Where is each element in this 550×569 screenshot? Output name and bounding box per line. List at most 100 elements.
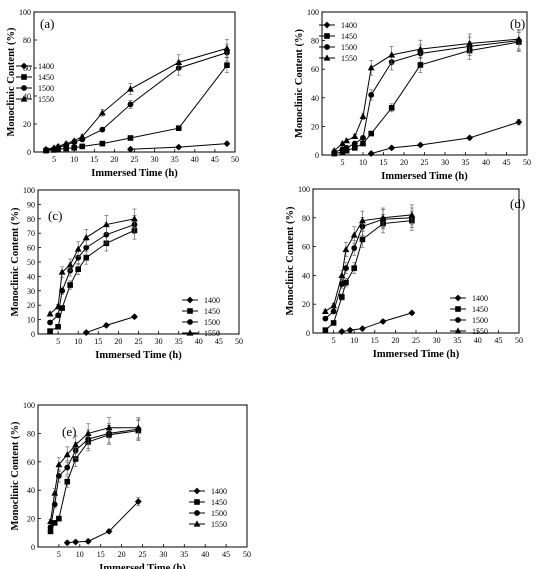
legend: 1400 1450 1500 1550 <box>16 62 54 104</box>
y-tick-label: 80 <box>27 215 35 224</box>
x-tick-label: 40 <box>482 158 490 167</box>
series-1500 <box>331 30 522 156</box>
data-point <box>187 319 193 325</box>
series-line <box>67 501 139 544</box>
x-tick-label: 5 <box>332 336 336 345</box>
data-point <box>72 538 80 546</box>
data-point <box>194 510 200 516</box>
data-point <box>343 279 349 286</box>
series-line <box>49 229 135 332</box>
legend-entry: 1400 <box>341 21 357 30</box>
data-point <box>359 325 366 333</box>
data-point <box>194 499 200 505</box>
series-1400 <box>338 309 416 335</box>
data-point <box>186 296 194 304</box>
x-tick-label: 20 <box>118 550 126 559</box>
x-tick-label: 5 <box>341 158 345 167</box>
y-tick-label: 40 <box>311 94 319 103</box>
x-tick-label: 10 <box>76 550 84 559</box>
x-tick-label: 25 <box>131 155 139 164</box>
data-point <box>350 231 358 238</box>
data-point <box>175 143 183 151</box>
y-tick-label: 60 <box>27 458 35 467</box>
x-tick-label: 5 <box>52 155 56 164</box>
legend-entry: 1550 <box>472 327 488 336</box>
data-point <box>54 142 62 149</box>
panel-label: (c) <box>48 208 62 223</box>
data-point <box>84 429 92 436</box>
legend-entry: 1550 <box>38 95 54 104</box>
data-point <box>339 139 346 147</box>
data-point <box>367 150 375 157</box>
y-tick-label: 100 <box>298 185 310 194</box>
data-point <box>105 424 113 431</box>
series-1400 <box>127 140 231 153</box>
y-axis-label: Monoclinic Content (%) <box>6 27 17 137</box>
panel-label: (a) <box>40 16 54 31</box>
data-point <box>351 265 357 271</box>
legend-entry: 1500 <box>211 509 227 518</box>
x-tick-label: 35 <box>180 550 188 559</box>
data-point <box>134 424 142 431</box>
series-line <box>50 428 139 528</box>
data-point <box>343 265 349 272</box>
series-1550 <box>330 29 523 154</box>
legend: 1400 1450 1500 1550 <box>182 296 220 338</box>
series-1550 <box>321 204 416 314</box>
y-tick-label: 20 <box>311 122 319 131</box>
data-point <box>105 527 113 535</box>
legend-entry: 1500 <box>204 318 220 327</box>
x-tick-label: 45 <box>215 337 223 346</box>
x-tick-label: 25 <box>139 550 147 559</box>
panel-label: (e) <box>62 424 76 439</box>
x-tick-label: 5 <box>56 337 60 346</box>
data-point <box>84 537 92 545</box>
data-point <box>360 134 366 141</box>
data-point <box>388 144 396 152</box>
data-point <box>20 62 28 70</box>
series-line <box>333 38 519 152</box>
y-tick-label: 0 <box>27 148 31 157</box>
x-tick-label: 50 <box>243 550 251 559</box>
y-tick-label: 10 <box>27 316 35 325</box>
data-point <box>455 306 461 312</box>
data-point <box>359 236 366 243</box>
data-point <box>388 51 396 58</box>
data-point <box>71 145 77 151</box>
data-point <box>343 137 350 144</box>
y-tick-label: 20 <box>27 301 35 310</box>
data-point <box>59 287 66 294</box>
x-tick-label: 45 <box>494 336 502 345</box>
data-point <box>455 317 461 323</box>
data-point <box>66 261 74 268</box>
data-point <box>330 147 338 154</box>
y-tick-label: 60 <box>302 243 310 252</box>
data-point <box>56 515 62 522</box>
x-axis-label: Immersed Time (h) <box>91 168 178 179</box>
x-tick-label: 45 <box>503 158 511 167</box>
data-point <box>131 313 138 321</box>
data-point <box>47 524 54 531</box>
chart-panel: 5 10 15 20 25 30 35 40 45 50 0 20 40 60 80 100 Immersed … <box>6 8 239 179</box>
y-tick-label: 40 <box>302 271 310 280</box>
legend-entry: 1500 <box>38 84 54 93</box>
data-point <box>339 294 345 300</box>
legend-entry: 1550 <box>211 520 227 529</box>
data-point <box>42 145 50 152</box>
data-point <box>322 315 329 322</box>
y-tick-label: 0 <box>306 329 310 338</box>
x-tick-label: 10 <box>70 155 78 164</box>
y-tick-label: 100 <box>19 8 31 17</box>
data-point <box>193 487 201 495</box>
x-tick-label: 20 <box>114 337 122 346</box>
data-point <box>72 456 79 462</box>
y-tick-label: 90 <box>27 200 35 209</box>
series-line <box>45 47 228 150</box>
x-axis-label: Immersed Time (h) <box>99 563 186 569</box>
data-point <box>47 528 54 535</box>
x-tick-label: 30 <box>433 336 441 345</box>
series-line <box>49 224 135 323</box>
data-point <box>175 58 183 65</box>
data-point <box>102 321 110 329</box>
x-tick-label: 50 <box>231 155 239 164</box>
